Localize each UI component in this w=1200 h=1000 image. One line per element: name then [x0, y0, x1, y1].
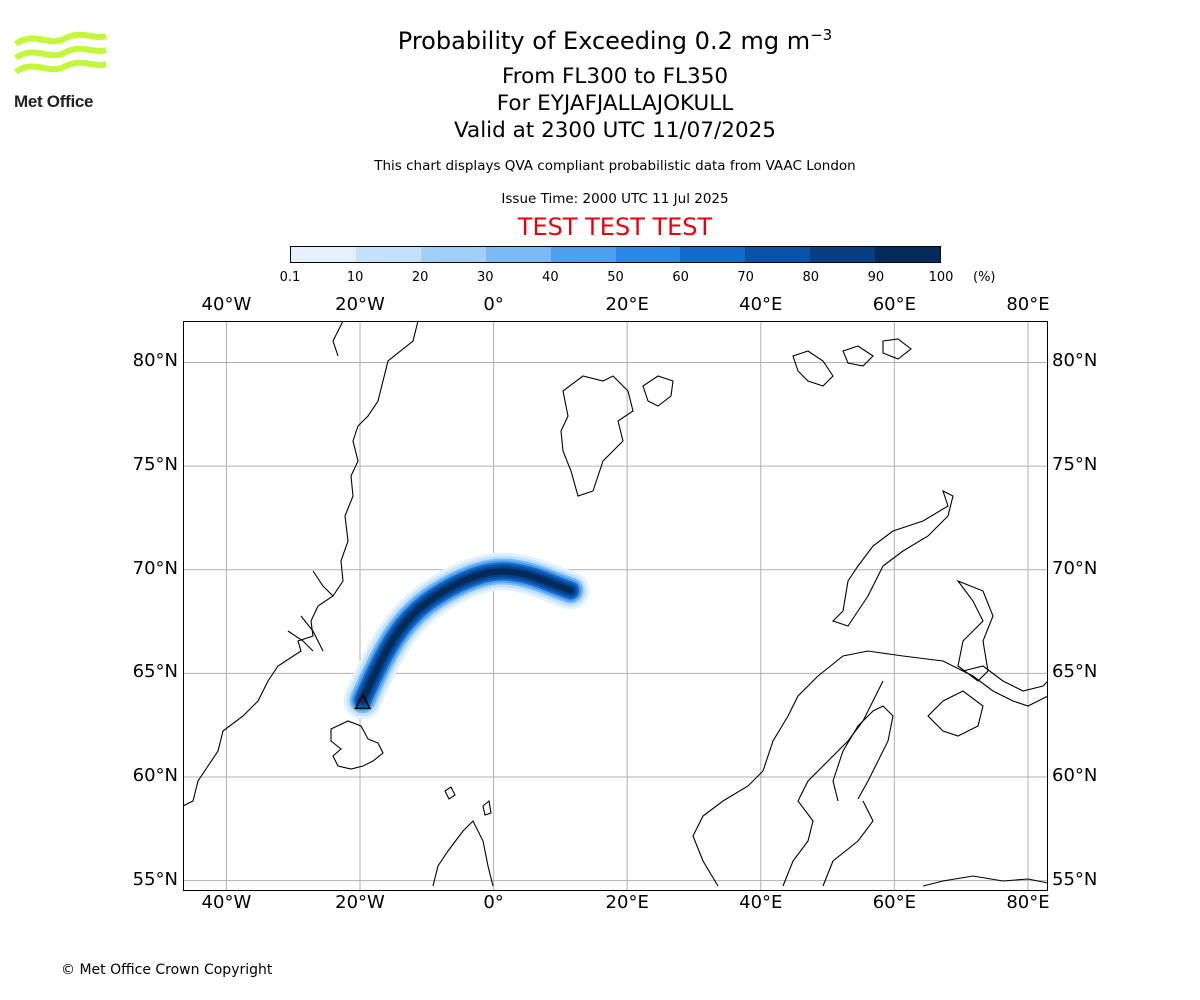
- latitude-label: 70°N: [132, 557, 178, 579]
- met-office-logo-icon: [14, 31, 107, 75]
- colorbar-tick-label: 20: [411, 270, 429, 285]
- colorbar-tick-label: 90: [867, 270, 885, 285]
- valid-time: Valid at 2300 UTC 11/07/2025: [453, 118, 776, 143]
- longitude-label: 20°W: [335, 294, 385, 315]
- colorbar-tick-label: 30: [477, 270, 494, 285]
- coastlines: [183, 321, 1048, 887]
- plume-probability-band: [359, 568, 574, 704]
- latitude-label: 80°N: [1052, 350, 1098, 372]
- norway-coastline: [692, 650, 1048, 887]
- longitude-label: 0°: [483, 892, 504, 913]
- yamal: [956, 579, 994, 682]
- volcano-marker-icon: [354, 692, 371, 710]
- latitude-label: 60°N: [132, 765, 178, 786]
- colorbar-tick-label: 40: [542, 270, 559, 285]
- map-panel: [183, 321, 1048, 891]
- chart-title: Probability of Exceeding 0.2 mg m−3: [397, 26, 833, 55]
- latitude-label: 70°N: [1052, 557, 1098, 579]
- longitude-label: 80°E: [1006, 294, 1050, 315]
- shetland-faroes: [444, 786, 492, 816]
- colorbar-segment: [420, 247, 486, 262]
- colorbar-segment: [291, 247, 356, 262]
- longitude-label: 40°E: [739, 294, 783, 315]
- latitude-label: 65°N: [1052, 661, 1098, 683]
- colorbar-tick-label: 50: [607, 270, 624, 285]
- longitude-label: 20°W: [335, 892, 385, 913]
- white-sea: [927, 690, 984, 737]
- svalbard-east: [642, 375, 674, 407]
- graticule: [183, 321, 1048, 891]
- longitude-label: 40°E: [739, 892, 783, 913]
- greenland-coastline: [183, 321, 419, 807]
- greenland-fjords: [287, 321, 344, 652]
- latitude-label: 55°N: [1052, 868, 1098, 890]
- longitude-label: 20°E: [605, 892, 649, 913]
- iceland-coastline: [330, 720, 384, 770]
- latitude-label: 60°N: [1052, 765, 1098, 786]
- colorbar-tick-label: 60: [672, 270, 689, 285]
- longitude-label: 80°E: [1006, 892, 1050, 913]
- colorbar-tick-label: 10: [346, 270, 364, 285]
- colorbar-segment: [810, 247, 876, 262]
- volcano-name: For EYJAFJALLAJOKULL: [496, 91, 734, 116]
- logo-wordmark: Met Office: [14, 92, 94, 111]
- longitude-label: 20°E: [605, 294, 649, 315]
- colorbar-segment: [680, 247, 746, 262]
- longitude-label: 0°: [483, 294, 504, 315]
- colorbar-tick-label: 70: [737, 270, 754, 285]
- latitude-label: 75°N: [1052, 454, 1098, 476]
- copyright-notice: © Met Office Crown Copyright: [61, 962, 273, 978]
- scandinavia-interior: [782, 680, 884, 887]
- longitude-label: 60°E: [872, 892, 916, 913]
- svalbard-coastline: [560, 375, 634, 497]
- franz-josef-land: [792, 338, 912, 387]
- colorbar-segment: [745, 247, 811, 262]
- novaya-zemlya: [831, 489, 954, 627]
- gulf-of-bothnia: [832, 705, 894, 802]
- latitude-label: 75°N: [132, 454, 178, 476]
- probability-colorbar: [290, 246, 941, 263]
- colorbar-segment: [550, 247, 616, 262]
- longitude-label: 40°W: [201, 892, 252, 913]
- issue-time: Issue Time: 2000 UTC 11 Jul 2025: [501, 191, 729, 207]
- latitude-label: 55°N: [132, 868, 178, 890]
- latitude-label: 65°N: [132, 661, 178, 683]
- colorbar-tick-label: 80: [802, 270, 820, 285]
- qva-note: This chart displays QVA compliant probab…: [374, 158, 856, 174]
- flight-level-range: From FL300 to FL350: [501, 64, 729, 89]
- colorbar-tick-label: 0.1: [279, 270, 301, 285]
- colorbar-segment: [875, 247, 941, 262]
- longitude-label: 60°E: [872, 294, 916, 315]
- ash-plume: [343, 552, 590, 720]
- colorbar-segment: [355, 247, 421, 262]
- latitude-label: 80°N: [132, 350, 178, 372]
- test-banner: TEST TEST TEST: [517, 213, 713, 241]
- british-isles: [432, 820, 494, 887]
- colorbar-unit: (%): [973, 270, 996, 285]
- colorbar-segment: [485, 247, 551, 262]
- colorbar-tick-label: 100: [928, 270, 954, 285]
- longitude-label: 40°W: [201, 294, 252, 315]
- colorbar-segment: [615, 247, 681, 262]
- russia-arctic-coast: [962, 665, 1048, 692]
- volcano-triangle-icon: [354, 692, 371, 710]
- siberia-coast: [922, 875, 1048, 887]
- map-frame: [183, 321, 1048, 891]
